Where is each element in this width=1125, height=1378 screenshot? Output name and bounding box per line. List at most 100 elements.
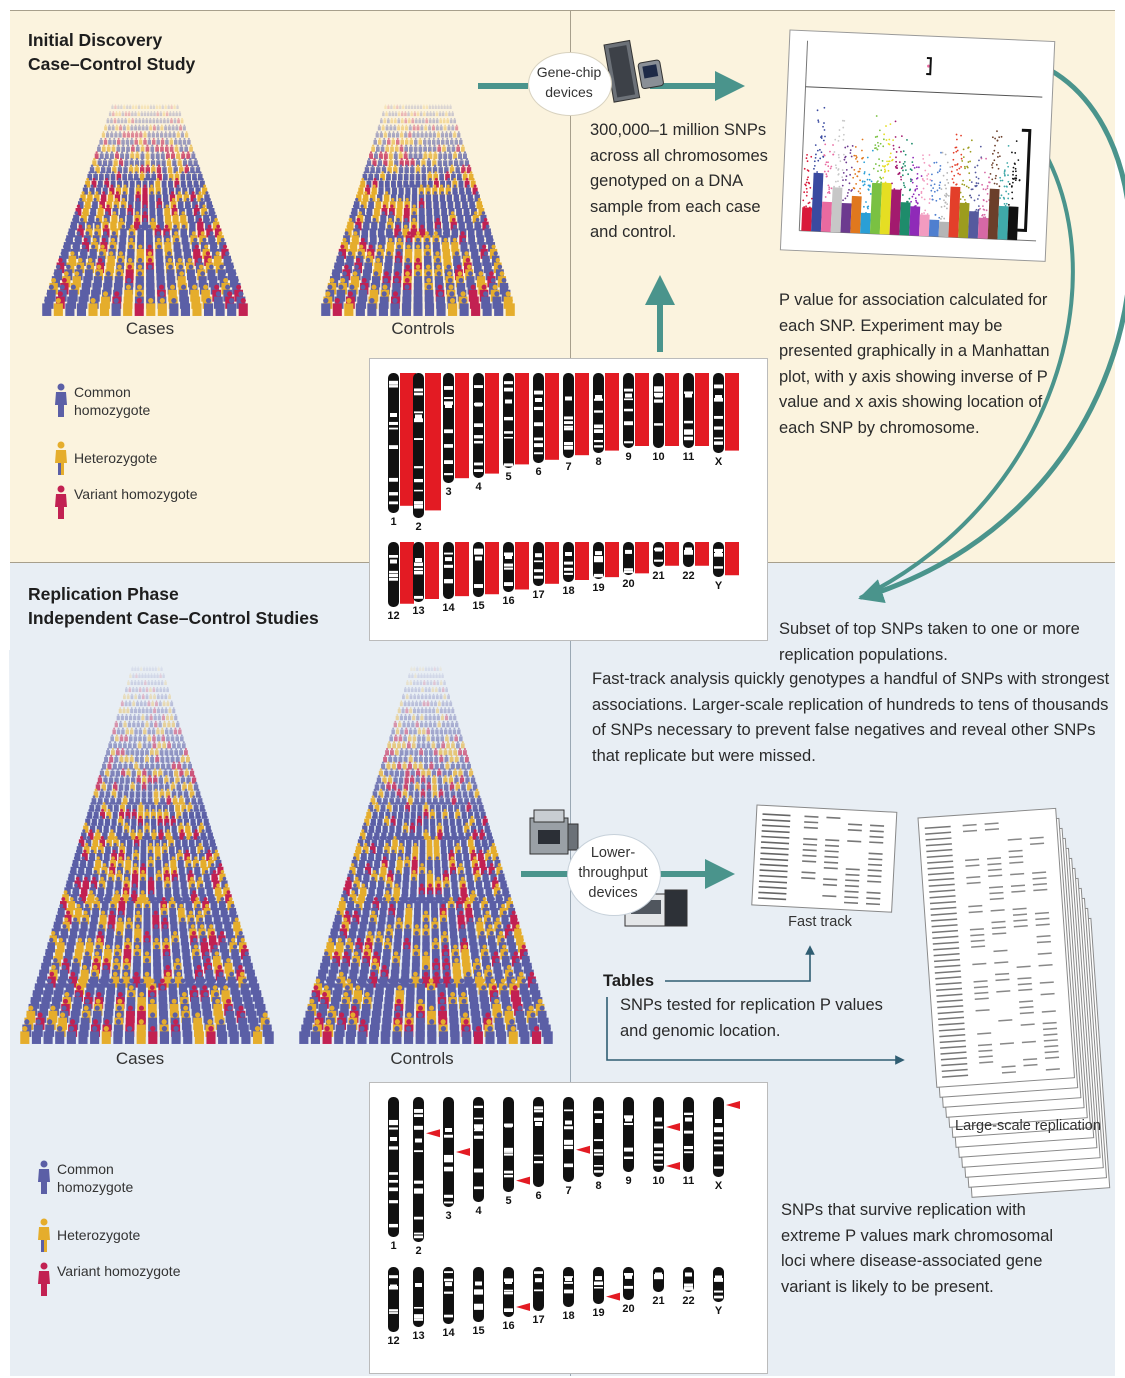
discovery-controls-label: Controls bbox=[363, 319, 483, 339]
legend-hetero: Heterozygote bbox=[54, 441, 204, 471]
chromosome-4: 4 bbox=[473, 373, 499, 493]
gene-chip-icon bbox=[604, 36, 665, 102]
locus-marker-3 bbox=[456, 1148, 470, 1156]
chrom-label-6: 6 bbox=[535, 466, 541, 478]
genotype-text: 300,000–1 million SNPs across all chromo… bbox=[590, 118, 770, 246]
discovery-cases-crowd bbox=[31, 88, 259, 316]
chromosome-19: 19 bbox=[592, 1267, 620, 1319]
chrom-label-17: 17 bbox=[532, 589, 544, 601]
chrom-label-11: 11 bbox=[683, 451, 695, 463]
association-bar-15 bbox=[485, 542, 499, 594]
replication-heading: Replication Phase Independent Case–Contr… bbox=[28, 582, 319, 630]
chromosome-11: 11 bbox=[683, 1097, 695, 1187]
replication-legend: Common homozygote Heterozygote Variant h… bbox=[37, 1160, 187, 1320]
locus-marker-7 bbox=[576, 1146, 590, 1154]
association-bar-3 bbox=[455, 373, 469, 478]
association-bar-16 bbox=[515, 542, 529, 590]
rep-common-person-icon bbox=[37, 1160, 51, 1194]
discovery-legend: Common homozygote Heterozygote Variant h… bbox=[54, 383, 204, 543]
replication-heading-line2: Independent Case–Control Studies bbox=[28, 606, 319, 630]
chrom-label-3: 3 bbox=[445, 1210, 451, 1222]
chromosome-Y: Y bbox=[713, 542, 739, 592]
locus-marker-10-b bbox=[666, 1162, 680, 1170]
chromosome-19: 19 bbox=[592, 542, 619, 594]
chrom-label-22: 22 bbox=[682, 1295, 694, 1307]
chromosome-20: 20 bbox=[622, 542, 649, 590]
chrom-label-17: 17 bbox=[532, 1314, 544, 1326]
chrom-label-7: 7 bbox=[565, 1185, 571, 1197]
chromosome-6: 6 bbox=[533, 373, 559, 478]
survive-text: SNPs that survive replication with extre… bbox=[781, 1198, 1071, 1300]
chromosome-1: 1 bbox=[388, 373, 416, 528]
fast-track-table bbox=[752, 805, 897, 912]
locus-marker-X bbox=[726, 1101, 740, 1109]
chrom-label-21: 21 bbox=[652, 1295, 664, 1307]
chrom-label-5: 5 bbox=[505, 1195, 511, 1207]
association-bar-18 bbox=[575, 542, 589, 580]
hetero-person-icon bbox=[54, 441, 68, 475]
chromosome-3: 3 bbox=[443, 1097, 470, 1222]
chromosome-7: 7 bbox=[563, 373, 589, 473]
rep-variant-person-icon bbox=[37, 1262, 51, 1296]
chromosome-20: 20 bbox=[622, 1267, 634, 1315]
discovery-heading-line2: Case–Control Study bbox=[28, 52, 195, 76]
association-bar-21 bbox=[665, 542, 679, 566]
chrom-label-21: 21 bbox=[652, 570, 664, 582]
chrom-label-16: 16 bbox=[502, 595, 514, 607]
association-bar-12 bbox=[400, 542, 414, 604]
chromosome-14: 14 bbox=[442, 542, 469, 614]
chromosome-22: 22 bbox=[682, 542, 709, 582]
rep-legend-common: Common homozygote bbox=[37, 1160, 187, 1204]
association-bar-5 bbox=[515, 373, 529, 464]
rep-legend-hetero: Heterozygote bbox=[37, 1218, 187, 1248]
association-bar-14 bbox=[455, 542, 469, 596]
locus-marker-16 bbox=[516, 1303, 530, 1311]
chromosome-22: 22 bbox=[682, 1267, 694, 1307]
gene-chip-label: Gene-chip devices bbox=[528, 62, 610, 102]
common-person-icon bbox=[54, 383, 68, 417]
lower-throughput-label: Lower-throughput devices bbox=[567, 843, 659, 903]
chromosome-Y: Y bbox=[713, 1267, 724, 1317]
chromosome-3: 3 bbox=[443, 373, 469, 498]
chromosome-9: 9 bbox=[623, 1097, 634, 1187]
fast-track-label: Fast track bbox=[760, 912, 880, 933]
rep-legend-variant-label: Variant homozygote bbox=[57, 1263, 180, 1279]
chrom-label-1: 1 bbox=[390, 516, 396, 528]
association-bar-22 bbox=[695, 542, 709, 566]
chrom-label-4: 4 bbox=[475, 481, 482, 493]
variant-person-icon bbox=[54, 485, 68, 519]
locus-marker-19 bbox=[606, 1293, 620, 1301]
chromosome-8: 8 bbox=[593, 373, 619, 468]
association-bar-20 bbox=[635, 542, 649, 573]
chromosome-12: 12 bbox=[387, 542, 414, 622]
locus-marker-2 bbox=[426, 1129, 440, 1137]
chrom-label-1: 1 bbox=[390, 1240, 396, 1252]
legend-common: Common homozygote bbox=[54, 383, 204, 427]
chromosome-9: 9 bbox=[623, 373, 649, 463]
rep-legend-common-label: Common homozygote bbox=[57, 1161, 133, 1195]
chrom-label-13: 13 bbox=[412, 1330, 424, 1342]
chrom-label-11: 11 bbox=[683, 1175, 695, 1187]
chromosome-1: 1 bbox=[388, 1097, 399, 1252]
replication-heading-line1: Replication Phase bbox=[28, 582, 319, 606]
legend-variant: Variant homozygote bbox=[54, 485, 204, 529]
association-bar-8 bbox=[605, 373, 619, 451]
chrom-label-15: 15 bbox=[472, 1325, 484, 1337]
replication-controls-crowd bbox=[288, 650, 564, 1044]
association-bar-2 bbox=[425, 373, 441, 510]
discovery-heading: Initial Discovery Case–Control Study bbox=[28, 28, 195, 76]
chrom-label-10: 10 bbox=[652, 1175, 664, 1187]
chromosome-12: 12 bbox=[387, 1267, 399, 1347]
chromosome-2: 2 bbox=[413, 1097, 440, 1257]
chromosome-17: 17 bbox=[532, 1267, 544, 1326]
chromosome-15: 15 bbox=[472, 542, 499, 612]
chrom-label-9: 9 bbox=[625, 1175, 631, 1187]
chromosome-16: 16 bbox=[502, 1267, 530, 1332]
chromosome-14: 14 bbox=[442, 1267, 455, 1339]
fasttrack-text: Fast-track analysis quickly genotypes a … bbox=[592, 667, 1120, 769]
arrow-tables-to-fasttrack bbox=[665, 950, 810, 981]
manhattan-plot bbox=[780, 30, 1054, 261]
chromosome-X: X bbox=[713, 373, 739, 468]
